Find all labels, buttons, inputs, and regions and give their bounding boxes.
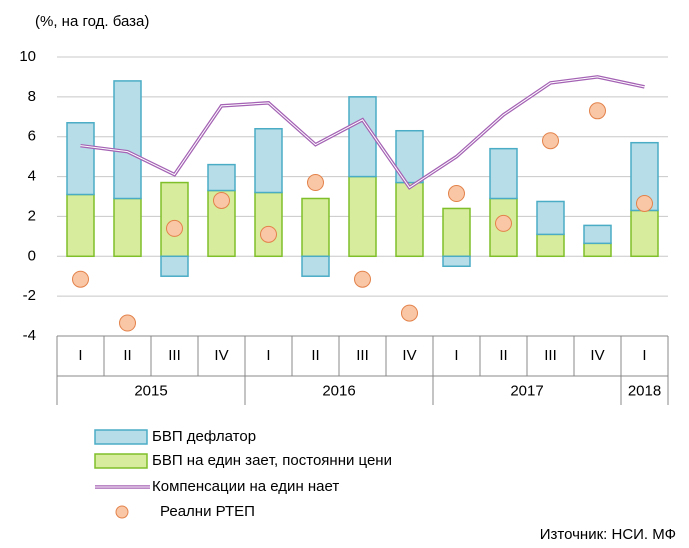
point xyxy=(213,191,230,209)
y-tick-label: 2 xyxy=(28,207,36,224)
point xyxy=(260,225,277,243)
legend-label: Реални РТЕП xyxy=(160,503,255,520)
point xyxy=(589,102,606,120)
y-tick-label: 8 xyxy=(28,88,36,105)
line-highlight xyxy=(80,76,645,189)
x-tick-label: IV xyxy=(402,347,416,364)
x-tick-label: I xyxy=(642,347,646,364)
point xyxy=(354,270,371,288)
x-tick-label: IV xyxy=(590,347,604,364)
bar xyxy=(301,197,330,258)
bar xyxy=(536,233,565,258)
point xyxy=(72,270,89,288)
bar xyxy=(160,255,189,277)
year-label: 2015 xyxy=(134,382,167,399)
x-tick-label: IV xyxy=(214,347,228,364)
year-label: 2018 xyxy=(628,382,661,399)
y-tick-label: -2 xyxy=(23,287,36,304)
legend-label: БВП дефлатор xyxy=(152,428,256,445)
y-tick-label: 6 xyxy=(28,128,36,145)
legend-swatch xyxy=(94,453,148,469)
bar xyxy=(254,127,283,194)
point xyxy=(119,314,136,332)
bar xyxy=(254,191,283,258)
bar xyxy=(66,193,95,258)
bar xyxy=(113,80,142,200)
y-tick-label: 4 xyxy=(28,168,36,185)
bar xyxy=(207,163,236,192)
bar xyxy=(489,147,518,200)
bar xyxy=(348,175,377,258)
year-label: 2017 xyxy=(510,382,543,399)
point xyxy=(495,214,512,232)
bar xyxy=(113,197,142,258)
y-tick-label: 0 xyxy=(28,247,36,264)
point xyxy=(542,132,559,150)
point xyxy=(401,304,418,322)
bar xyxy=(630,209,659,258)
point xyxy=(166,219,183,237)
x-tick-label: III xyxy=(356,347,369,364)
source: Източник: НСИ. МФ xyxy=(540,526,676,543)
bar xyxy=(583,224,612,245)
legend-swatch xyxy=(115,505,129,519)
chart-title: (%, на год. база) xyxy=(35,13,149,30)
bar xyxy=(301,255,330,277)
year-label: 2016 xyxy=(322,382,355,399)
bar xyxy=(442,255,471,267)
x-tick-label: I xyxy=(78,347,82,364)
bar xyxy=(536,200,565,236)
bar xyxy=(348,96,377,178)
x-tick-label: II xyxy=(499,347,507,364)
legend-label: Компенсации на един нает xyxy=(152,478,339,495)
x-tick-label: III xyxy=(168,347,181,364)
x-tick-label: I xyxy=(454,347,458,364)
bar xyxy=(395,181,424,258)
y-tick-label: 10 xyxy=(19,48,36,65)
point xyxy=(636,194,653,212)
legend-swatch xyxy=(94,429,148,445)
bar xyxy=(442,207,471,258)
x-tick-label: II xyxy=(311,347,319,364)
point xyxy=(307,174,324,192)
x-tick-label: III xyxy=(544,347,557,364)
x-tick-label: II xyxy=(123,347,131,364)
x-tick-label: I xyxy=(266,347,270,364)
legend-label: БВП на един заeт, постоянни цени xyxy=(152,452,392,469)
y-tick-label: -4 xyxy=(23,327,36,344)
bar xyxy=(160,181,189,258)
point xyxy=(448,185,465,203)
bar xyxy=(66,122,95,196)
bar xyxy=(583,242,612,258)
